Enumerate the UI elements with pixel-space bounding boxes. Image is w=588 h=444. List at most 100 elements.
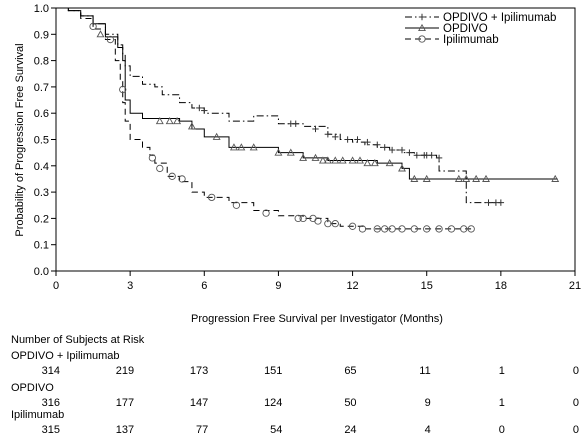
y-tick-label: 0.5 [34,135,49,147]
series-3-censor-marker [358,225,367,233]
series-1-censor-marker [388,146,396,154]
series-1-censor-marker [413,152,421,159]
series-2-censor-marker [370,159,379,167]
risk-table-title: Number of Subjects at Risk [11,334,145,346]
series-3-censor-marker [294,214,302,223]
risk-row-label: OPDIVO + Ipilimumab [11,350,120,362]
series-3-censor-marker [208,193,216,202]
risk-value: 0 [572,365,579,377]
series-2-censor-marker [482,174,490,182]
series-1-censor-marker [312,125,319,133]
series-2-censor-marker [155,116,164,125]
series-3-censor-marker [373,225,381,233]
series-2-censor-marker [187,122,196,130]
risk-value: 0 [572,397,579,409]
series-2-censor-marker [323,156,332,164]
risk-row-label: Ipilimumab [11,409,65,421]
risk-value: 9 [424,397,431,409]
risk-value: 11 [419,365,431,377]
x-tick-label: 3 [127,280,133,292]
series-3-censor-marker [168,172,176,180]
series-1-censor-marker [485,199,492,206]
y-tick-label: 0.9 [34,29,49,41]
x-tick-label: 12 [346,280,358,292]
series-1-censor-marker [364,138,371,146]
series-2-censor-marker [318,156,327,164]
x-tick-label: 15 [421,280,433,292]
risk-value: 219 [115,365,135,377]
legend-label: Ipilimumab [443,34,499,46]
series-2-censor-marker [286,148,295,156]
series-2-censor-marker [462,174,471,182]
legend-item-2: OPDIVO [405,23,488,35]
series-1-censor-marker [398,146,406,154]
series-3-censor-marker [156,164,164,173]
series-2-censor-marker [311,153,320,161]
series-3-censor-marker [106,35,115,44]
risk-value: 4 [424,424,431,436]
x-tick-label: 21 [569,280,581,292]
risk-value: 24 [344,424,357,436]
series-1-censor-marker [201,107,208,114]
series-2-censor-marker [348,156,357,164]
series-3-censor-marker [324,220,332,228]
legend-item-3: Ipilimumab [405,34,499,46]
series-1-censor-marker [196,104,203,112]
x-axis-label: Progression Free Survival per Investigat… [191,313,443,325]
series-3-censor-marker [119,85,127,94]
series-2-censor-marker [551,174,560,182]
series-3-censor-marker [299,214,307,223]
series-3-censor-marker [423,225,431,233]
series-1-line [56,7,501,204]
series-2-censor-marker [331,156,340,164]
series-3-censor-marker [331,220,339,228]
series-1-censor-marker [428,152,435,159]
y-tick-label: 0.3 [34,187,49,199]
series-1-censor-marker [324,131,332,138]
y-tick-label: 0.0 [34,266,49,278]
legend-label: OPDIVO + Ipilimumab [443,12,556,24]
series-3-censor-marker [89,22,97,31]
series-3-censor-marker [410,225,419,233]
risk-value: 177 [115,397,135,409]
risk-value: 147 [189,397,209,409]
km-chart: 0 3 6 9 12 15 18 21 0.0 0.1 0.2 0.3 0.4 0.5 0.6 0.7 0.8 0… [14,3,581,325]
legend-item-1: OPDIVO + Ipilimumab [405,12,556,24]
series-3-censor-marker [314,217,322,225]
series-3-censor-marker [447,225,456,233]
series-2-censor-marker [410,174,419,182]
risk-value: 1 [498,397,505,409]
series-3-censor-marker [262,209,270,217]
series-1-censor-marker [374,141,381,148]
series-3-line [56,7,472,230]
series-3-censor-marker [398,225,406,233]
risk-value: 54 [270,424,283,436]
y-tick-label: 0.2 [34,213,49,225]
x-tick-label: 0 [53,280,59,292]
series-2-censor-marker [229,143,238,151]
series-1-censor-marker [381,144,388,151]
series-3-censor-marker [232,201,241,209]
series-2-line [56,7,558,180]
series-2-censor-marker [385,159,394,167]
series-1-censor-marker [435,154,443,162]
series-3-censor-marker [148,154,157,162]
legend-marker [418,35,426,43]
risk-value: 77 [196,424,209,436]
y-tick-label: 0.7 [34,82,49,94]
x-tick-label: 6 [201,280,207,292]
y-tick-label: 0.6 [34,108,49,120]
risk-value: 137 [115,424,135,436]
series-2-censor-marker [454,174,463,182]
series-2-censor-marker [398,164,406,172]
series-3-censor-marker [435,225,443,233]
y-tick-label: 0.1 [34,240,49,252]
series-2 [56,7,560,182]
series-3 [56,7,475,233]
series-1-censor-marker [406,149,413,156]
series-1-censor-marker [497,199,505,206]
risk-value: 316 [41,397,60,409]
y-axis-label: Probability of Progression Free Survival [14,43,26,236]
series-2-censor-marker [338,156,347,164]
series-3-censor-marker [381,225,389,233]
